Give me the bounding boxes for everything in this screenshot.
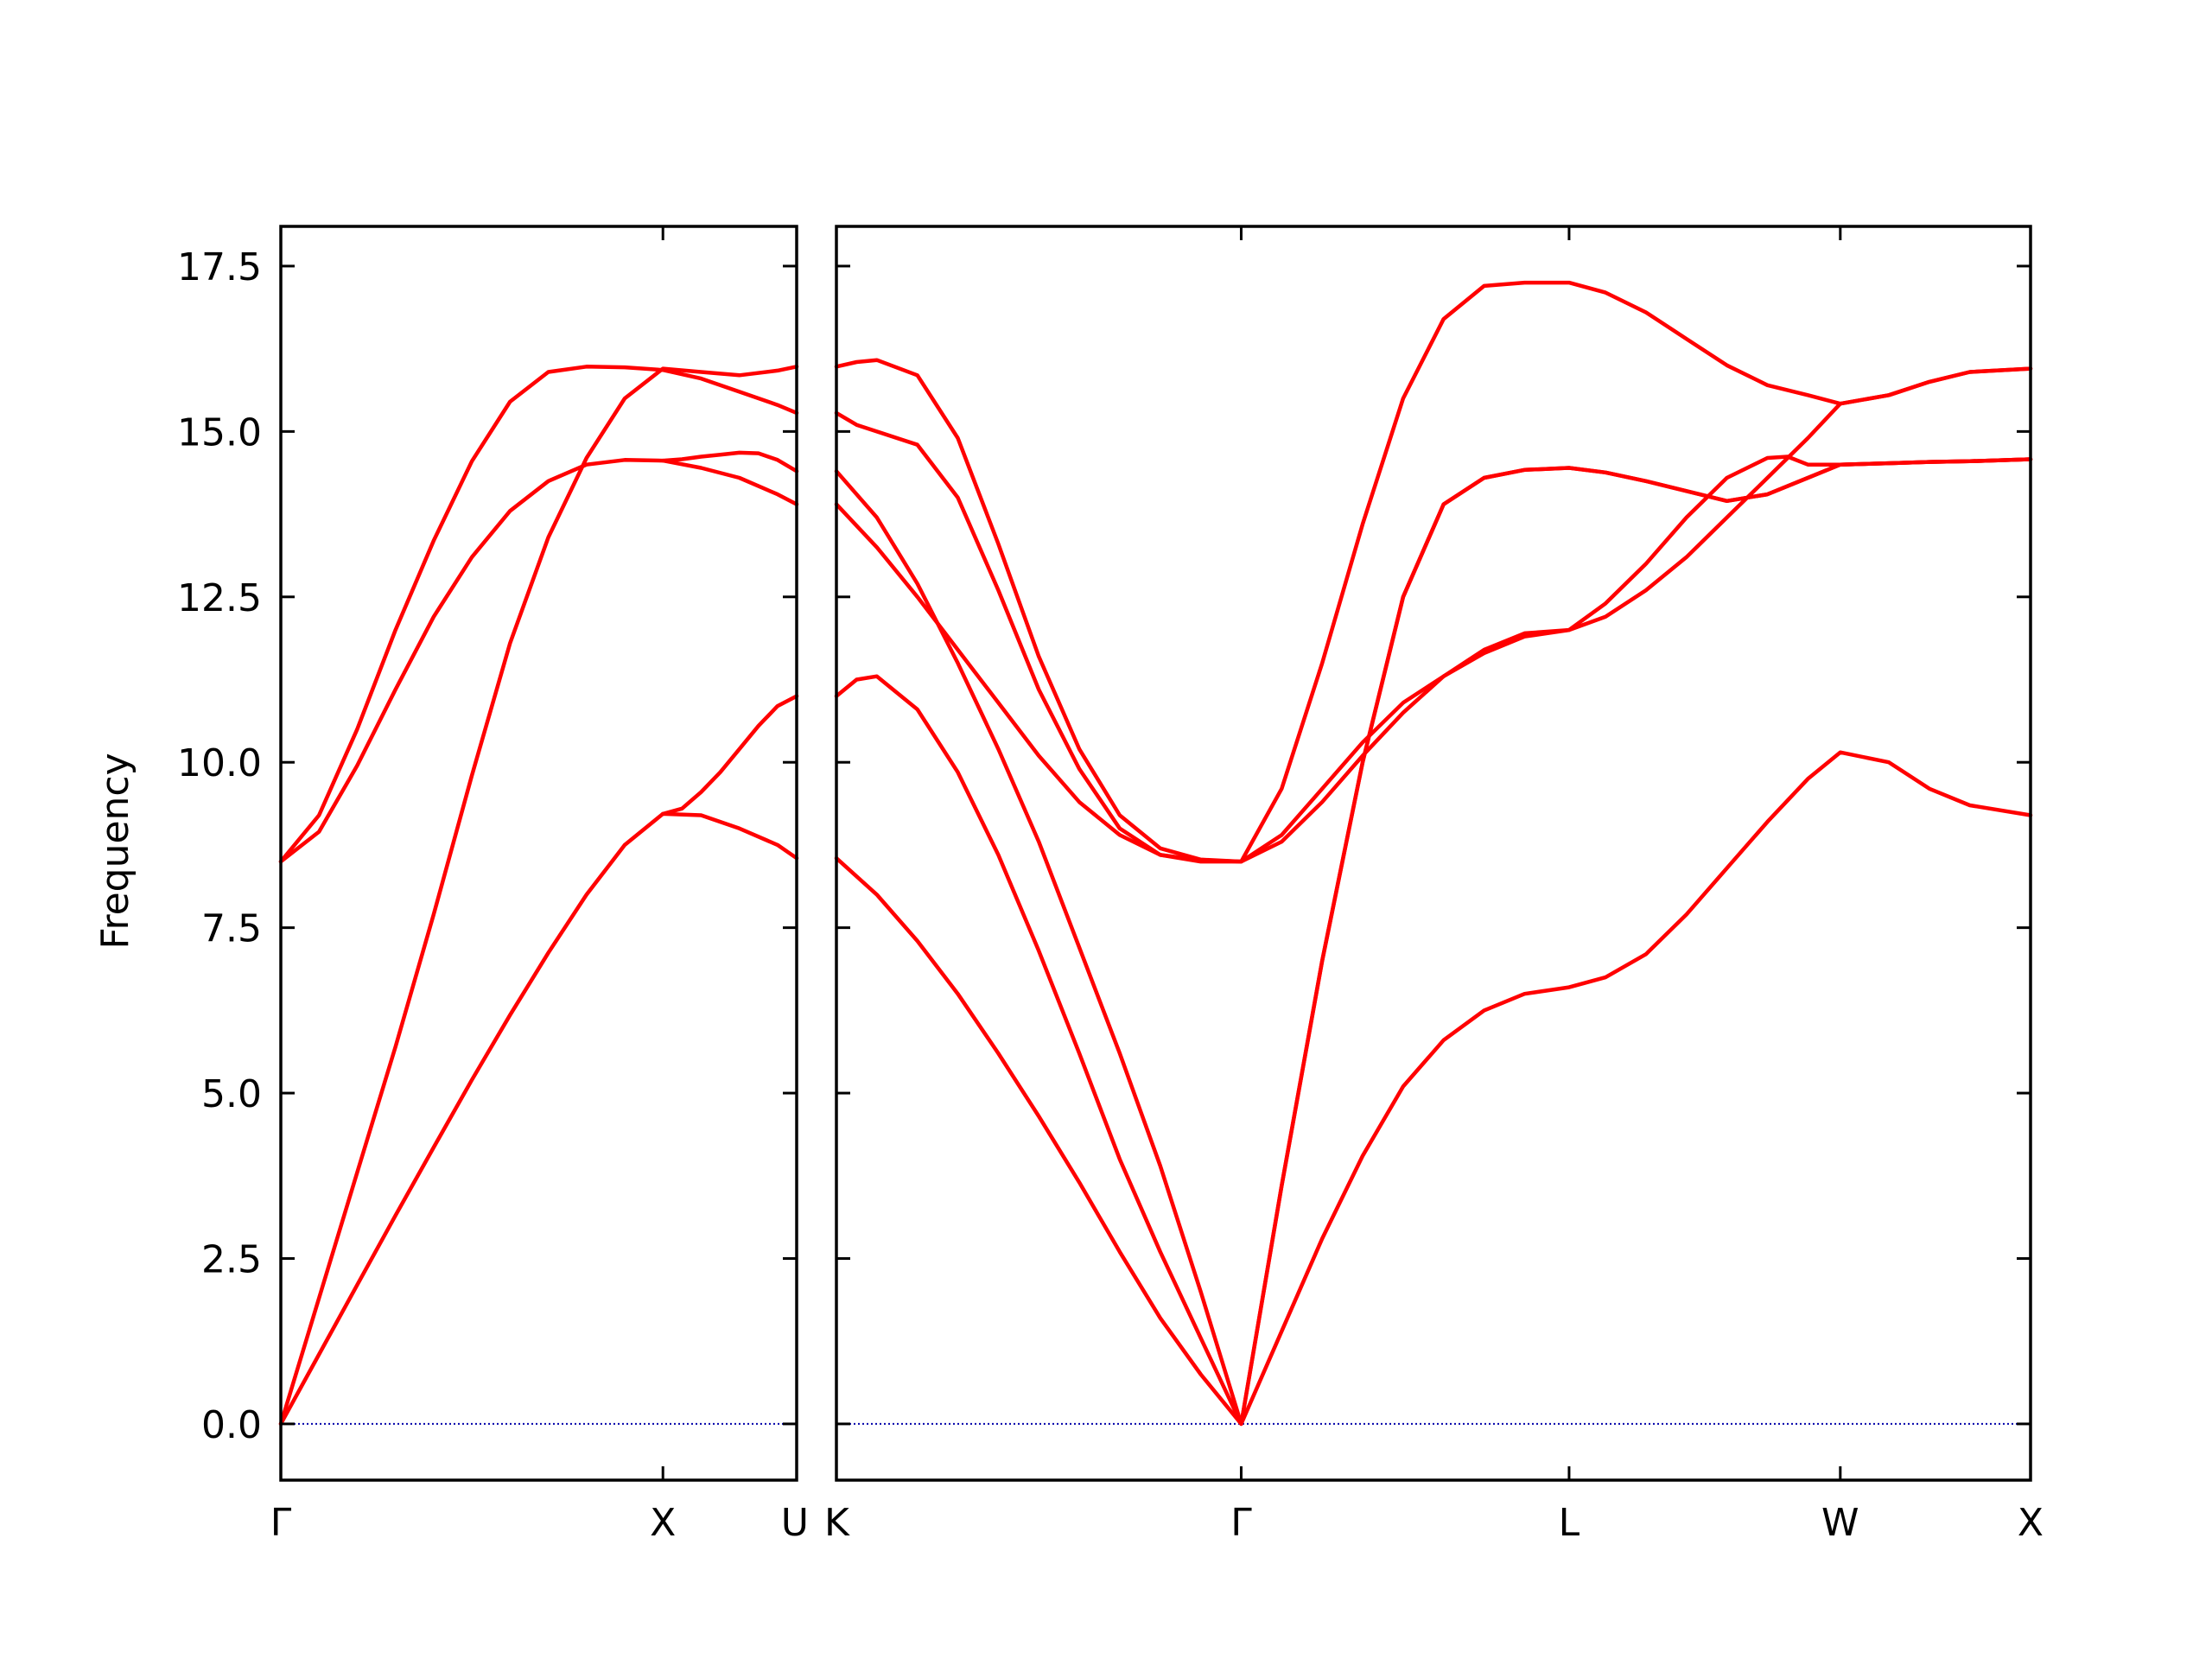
y-tick-label: 10.0 bbox=[177, 741, 262, 785]
band-line-6 bbox=[834, 358, 2033, 864]
y-axis-label: Frequency bbox=[93, 753, 137, 949]
band-line-4 bbox=[834, 454, 2033, 864]
band-line-1 bbox=[278, 811, 799, 1427]
x-tick-label: Γ bbox=[1230, 1501, 1252, 1545]
y-tick-label: 7.5 bbox=[201, 907, 262, 951]
band-line-5 bbox=[834, 280, 2033, 864]
panel-1: 0.0 2.5 5.0 7.5 10.0 12.5 15.0 17.5 Γ X U bbox=[177, 225, 809, 1545]
x-tick-label: W bbox=[1821, 1501, 1859, 1545]
y-tick-label: 2.5 bbox=[201, 1237, 262, 1281]
band-line-6 bbox=[660, 450, 799, 474]
x-tick-label: U bbox=[781, 1501, 809, 1545]
band-line-3 bbox=[278, 458, 799, 864]
band-line-2 bbox=[834, 457, 2033, 1427]
x-tick-label: X bbox=[650, 1501, 676, 1545]
band-line-3 bbox=[834, 457, 2033, 1427]
plot-frame bbox=[279, 225, 798, 1482]
y-tick-label: 15.0 bbox=[177, 410, 262, 454]
band-line-4 bbox=[278, 365, 799, 864]
x-tick-label: Γ bbox=[270, 1501, 292, 1545]
y-tick-label: 17.5 bbox=[177, 245, 262, 289]
band-line-1 bbox=[834, 750, 2033, 1427]
y-tick-label: 5.0 bbox=[201, 1072, 262, 1116]
x-tick-label: X bbox=[2018, 1501, 2044, 1545]
x-tick-label: K bbox=[824, 1501, 850, 1545]
x-tick-label: L bbox=[1559, 1501, 1580, 1545]
y-tick-label: 12.5 bbox=[177, 576, 262, 620]
plot-panels: 0.0 2.5 5.0 7.5 10.0 12.5 15.0 17.5 Γ X U K Γ L W X bbox=[177, 225, 2044, 1545]
plot-frame bbox=[835, 225, 2032, 1482]
band-line-2 bbox=[278, 365, 799, 1427]
band-line-5 bbox=[660, 694, 799, 817]
y-tick-label: 0.0 bbox=[201, 1403, 262, 1447]
